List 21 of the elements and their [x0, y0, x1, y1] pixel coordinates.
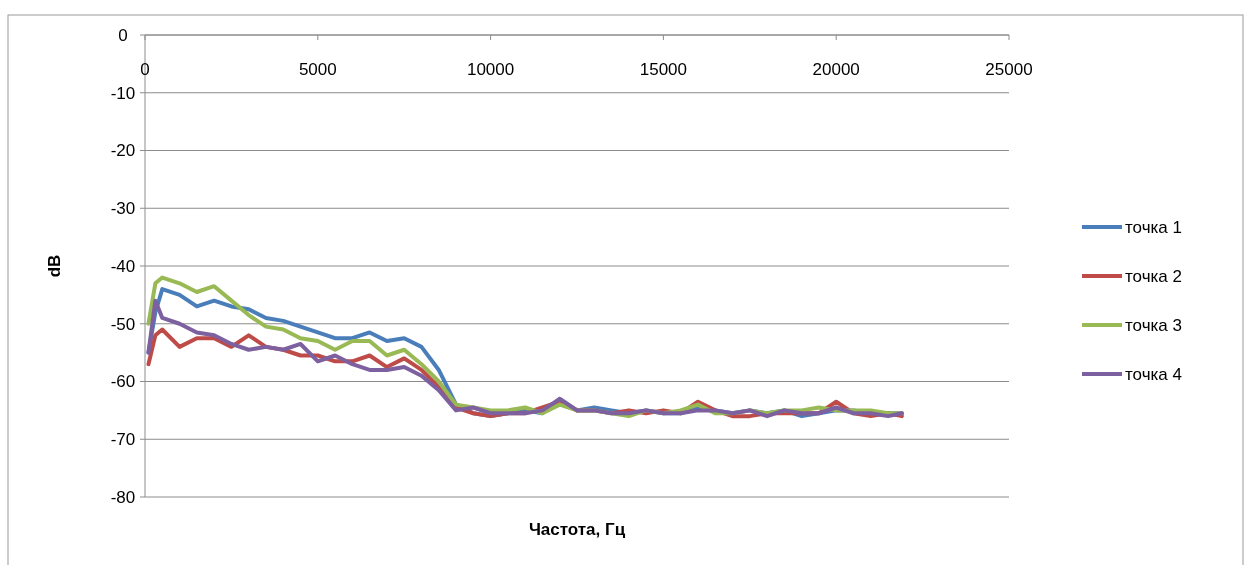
y-tick-label: -70 [110, 430, 136, 450]
x-tick-label: 20000 [812, 60, 860, 79]
y-tick-label: -20 [110, 141, 136, 161]
y-tick-label: -80 [110, 487, 136, 507]
y-tick-label: -50 [110, 314, 136, 334]
x-axis-title: Частота, Гц [528, 520, 626, 539]
y-axis-title: dB [45, 254, 64, 278]
y-tick-label: -40 [110, 256, 136, 276]
y-tick-label: -30 [110, 199, 136, 219]
y-tick-label: -10 [110, 83, 136, 103]
legend-label: точка 3 [1125, 315, 1182, 335]
legend-label: точка 4 [1125, 364, 1182, 384]
y-tick-label: -60 [110, 372, 136, 392]
x-tick-label: 15000 [639, 60, 688, 79]
x-tick-label: 5000 [298, 60, 337, 79]
y-tick-label: 0 [118, 25, 128, 45]
x-tick-label: 25000 [985, 60, 1033, 79]
legend-label: точка 2 [1125, 266, 1182, 286]
x-tick-label: 0 [140, 60, 150, 79]
legend-label: точка 1 [1125, 217, 1182, 237]
x-tick-label: 10000 [466, 60, 515, 79]
